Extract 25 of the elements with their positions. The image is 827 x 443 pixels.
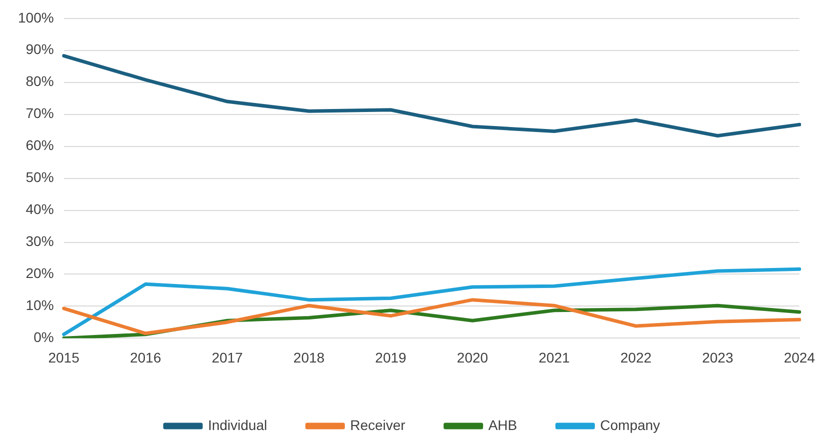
x-tick-label: 2019 <box>375 349 407 366</box>
legend-label: Receiver <box>350 416 406 433</box>
x-tick-label: 2018 <box>293 349 325 366</box>
legend-label: AHB <box>488 416 518 433</box>
x-tick-label: 2023 <box>702 349 734 366</box>
y-tick-label: 0% <box>34 329 54 346</box>
x-tick-label: 2015 <box>48 349 80 366</box>
x-tick-label: 2016 <box>130 349 162 366</box>
y-tick-label: 50% <box>26 169 54 186</box>
x-tick-label: 2021 <box>538 349 570 366</box>
x-tick-label: 2017 <box>212 349 244 366</box>
y-tick-label: 100% <box>18 9 54 26</box>
y-tick-label: 20% <box>26 265 54 282</box>
y-tick-label: 10% <box>26 297 54 314</box>
x-tick-label: 2024 <box>784 349 816 366</box>
legend-label: Company <box>600 416 660 433</box>
y-tick-label: 90% <box>26 41 54 58</box>
legend-label: Individual <box>208 416 268 433</box>
y-tick-label: 80% <box>26 73 54 90</box>
y-tick-label: 60% <box>26 137 54 154</box>
x-tick-label: 2020 <box>456 349 488 366</box>
x-tick-label: 2022 <box>620 349 652 366</box>
y-tick-label: 40% <box>26 201 54 218</box>
y-tick-label: 70% <box>26 105 54 122</box>
y-tick-label: 30% <box>26 233 54 250</box>
